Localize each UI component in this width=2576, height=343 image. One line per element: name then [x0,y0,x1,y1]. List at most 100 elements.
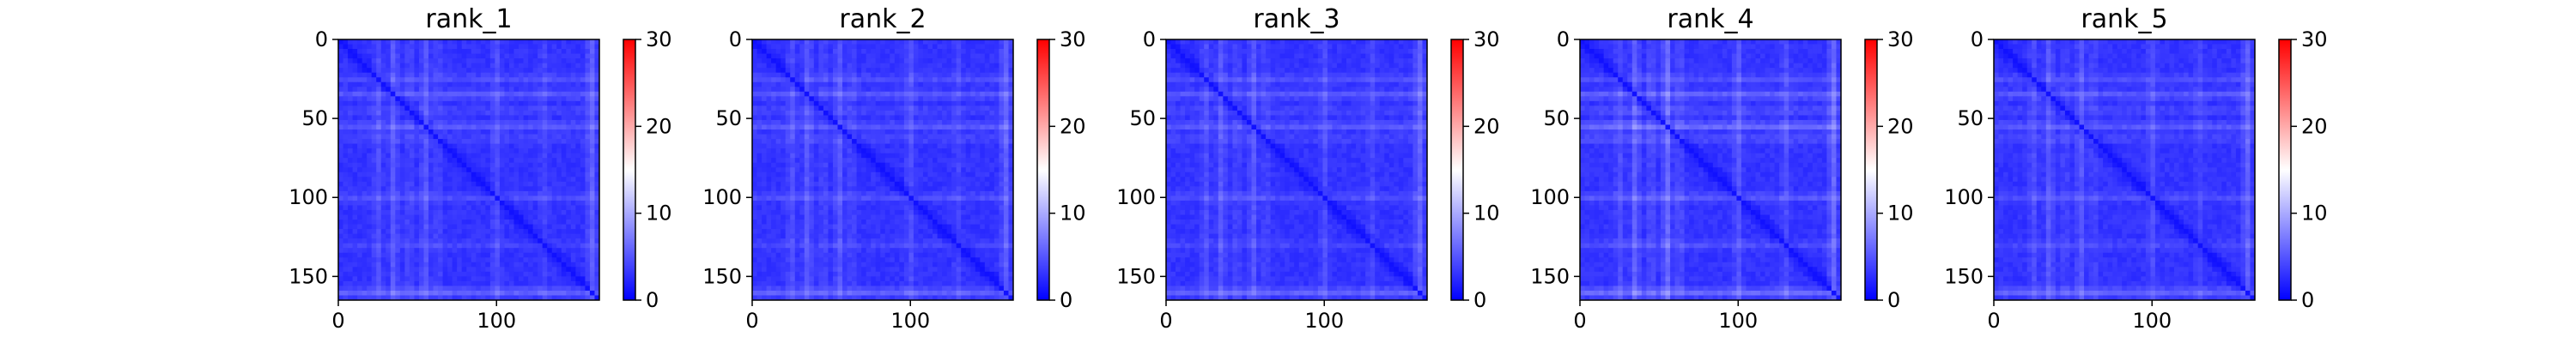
heatmap-cell [528,87,534,93]
heatmap-cell [809,63,815,69]
heatmap-cell [499,280,505,286]
heatmap-cell [414,87,420,93]
heatmap-cell [386,44,392,50]
heatmap-cell [809,110,815,116]
heatmap-cell [894,190,900,196]
heatmap-cell [523,200,529,206]
heatmap-cell [561,181,567,187]
heatmap-cell [395,181,401,187]
heatmap-cell [409,172,415,178]
heatmap-cell [361,224,368,230]
heatmap-cell [532,295,538,301]
heatmap-cell [561,243,567,249]
heatmap-cell [785,129,791,135]
heatmap-cell [956,87,962,93]
heatmap-cell [913,153,919,159]
heatmap-cell [542,72,548,78]
heatmap-cell [942,181,948,187]
heatmap-cell [390,286,396,292]
heatmap-cell [452,271,458,277]
heatmap-cell [561,280,567,286]
heatmap-cell [970,72,976,78]
heatmap-cell [594,134,600,140]
heatmap-cell [476,143,482,149]
heatmap-cell [404,267,410,273]
heatmap-cell [975,77,981,83]
heatmap-cell [794,153,800,159]
heatmap-cell [404,39,410,45]
heatmap-cell [794,139,800,144]
heatmap-cell [781,105,787,111]
heatmap-cell [343,220,349,225]
heatmap-cell [937,139,943,144]
heatmap-cell [371,290,377,296]
heatmap-cell [371,68,377,74]
heatmap-cell [828,96,834,102]
heatmap-cell [933,115,938,121]
heatmap-cell [457,100,463,106]
heatmap-cell [804,139,810,144]
heatmap-cell [832,177,838,183]
heatmap-cell [890,186,896,192]
heatmap-cell [933,110,938,116]
heatmap-cell [884,119,890,125]
heatmap-cell [348,214,353,220]
heatmap-cell [466,148,472,154]
heatmap-cell [414,209,420,215]
heatmap-cell [961,196,967,202]
heatmap-cell [399,77,405,83]
heatmap-cell [495,262,501,268]
heatmap-cell [528,143,534,149]
heatmap-cell [395,129,401,135]
heatmap-cell [414,91,420,97]
heatmap-cell [999,129,1005,135]
heatmap-cell [922,177,928,183]
heatmap-cell [832,77,838,83]
heatmap-cell [1008,153,1014,159]
heatmap-cell [794,58,800,64]
heatmap-cell [399,110,405,116]
heatmap-cell [937,110,943,116]
heatmap-cell [404,205,410,211]
heatmap-cell [480,181,486,187]
heatmap-cell [790,186,796,192]
heatmap-cell [461,110,467,116]
heatmap-cell [386,177,392,183]
heatmap-cell [989,58,995,64]
heatmap-cell [790,153,796,159]
heatmap-cell [884,196,890,202]
heatmap-cell [927,119,933,125]
heatmap-cell [965,105,971,111]
heatmap-cell [903,162,909,168]
heatmap-cell [423,172,429,178]
heatmap-cell [485,68,491,74]
heatmap-cell [395,286,401,292]
heatmap-cell [842,139,848,144]
heatmap-cell [452,172,458,178]
heatmap-cell [585,233,591,239]
heatmap-cell [556,63,562,69]
heatmap-cell [423,119,429,125]
heatmap-cell [495,267,501,273]
heatmap-cell [908,58,914,64]
heatmap-cell [547,220,553,225]
heatmap-cell [519,148,524,154]
heatmap-cell [899,68,905,74]
heatmap-cell [832,110,838,116]
heatmap-cell [348,286,353,292]
heatmap-cell [556,290,562,296]
heatmap-cell [480,229,486,235]
heatmap-cell [513,148,519,154]
heatmap-cell [343,224,349,230]
heatmap-cell [367,96,373,102]
heatmap-cell [875,134,881,140]
heatmap-cell [993,63,999,69]
heatmap-cell [933,143,938,149]
heatmap-cell [399,267,405,273]
heatmap-cell [542,129,548,135]
heatmap-cell [871,158,877,164]
heatmap-cell [594,248,600,254]
heatmap-cell [390,134,396,140]
heatmap-cell [989,139,995,144]
heatmap-cell [752,196,757,202]
